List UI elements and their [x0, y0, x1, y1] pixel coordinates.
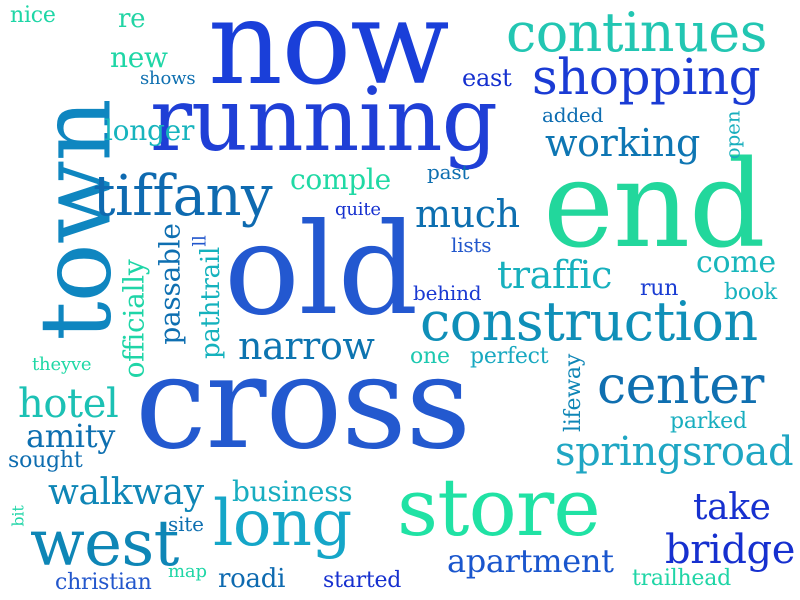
cloud-word-started: started: [323, 568, 402, 593]
cloud-word-roadi: roadi: [218, 564, 286, 594]
cloud-word-perfect: perfect: [470, 344, 549, 369]
cloud-word-site: site: [168, 512, 204, 536]
cloud-word-construction: construction: [420, 290, 758, 353]
cloud-word-take: take: [693, 487, 771, 528]
cloud-word-continues: continues: [506, 1, 767, 64]
cloud-word-lifeway: lifeway: [561, 353, 587, 433]
cloud-word-map: map: [168, 561, 207, 582]
cloud-word-long: long: [213, 487, 352, 561]
cloud-word-springsroad: springsroad: [555, 429, 794, 475]
cloud-word-book: book: [724, 280, 778, 305]
cloud-word-business: business: [232, 475, 353, 508]
cloud-word-west: west: [30, 507, 179, 581]
cloud-word-theyve: theyve: [32, 354, 92, 375]
cloud-word-added: open: [720, 110, 745, 160]
cloud-word-passable: passable: [153, 223, 187, 345]
cloud-word-much: much: [415, 192, 520, 236]
cloud-word-traffic: traffic: [497, 253, 612, 297]
cloud-word-longer: nice: [10, 3, 56, 28]
cloud-word-sought: sought: [8, 448, 83, 473]
cloud-word-open: new: [110, 41, 168, 74]
cloud-word-running: running: [150, 68, 498, 171]
cloud-word-nice: east: [462, 64, 512, 92]
cloud-word-trailhead: trailhead: [632, 566, 731, 591]
cloud-word-bridge: bridge: [665, 527, 796, 573]
cloud-word-shopping: shopping: [532, 48, 761, 106]
cloud-word-old: old: [224, 196, 418, 343]
cloud-word-now: now: [208, 0, 450, 111]
cloud-word-one: one: [410, 344, 450, 369]
cloud-word-shows: added: [542, 103, 604, 127]
cloud-word-run: run: [640, 276, 679, 301]
cloud-word-re: longer: [104, 114, 195, 147]
cloud-word-tiffany: tiffany: [93, 164, 273, 229]
cloud-word-quite: quite: [335, 199, 381, 220]
cloud-word-behind: behind: [413, 281, 482, 305]
cloud-word-past: past: [427, 160, 470, 184]
cloud-word-christian: christian: [55, 570, 152, 595]
cloud-word-walkway: walkway: [48, 472, 204, 513]
cloud-word-bit: bit: [8, 505, 28, 527]
cloud-word-pathtrail: pathtrail: [196, 246, 227, 360]
cloud-word-officially: officially: [117, 259, 151, 379]
cloud-word-cross: cross: [135, 329, 471, 478]
cloud-word-hotel: hotel: [18, 381, 119, 427]
cloud-word-new: re: [118, 4, 146, 34]
cloud-word-comple: comple: [290, 163, 391, 196]
cloud-word-parked: parked: [670, 409, 747, 434]
cloud-word-east: shows: [140, 68, 196, 89]
cloud-word-store: store: [397, 461, 601, 554]
cloud-word-end: end: [543, 136, 766, 275]
cloud-word-center: center: [597, 356, 764, 416]
cloud-word-come: come: [696, 245, 776, 280]
cloud-word-lists: lists: [451, 233, 492, 257]
cloud-word-amity: amity: [26, 417, 115, 455]
cloud-word-ll: ll: [189, 235, 211, 247]
cloud-word-narrow: narrow: [238, 324, 375, 368]
cloud-word-working: working: [545, 121, 700, 165]
cloud-word-apartment: apartment: [447, 542, 614, 580]
